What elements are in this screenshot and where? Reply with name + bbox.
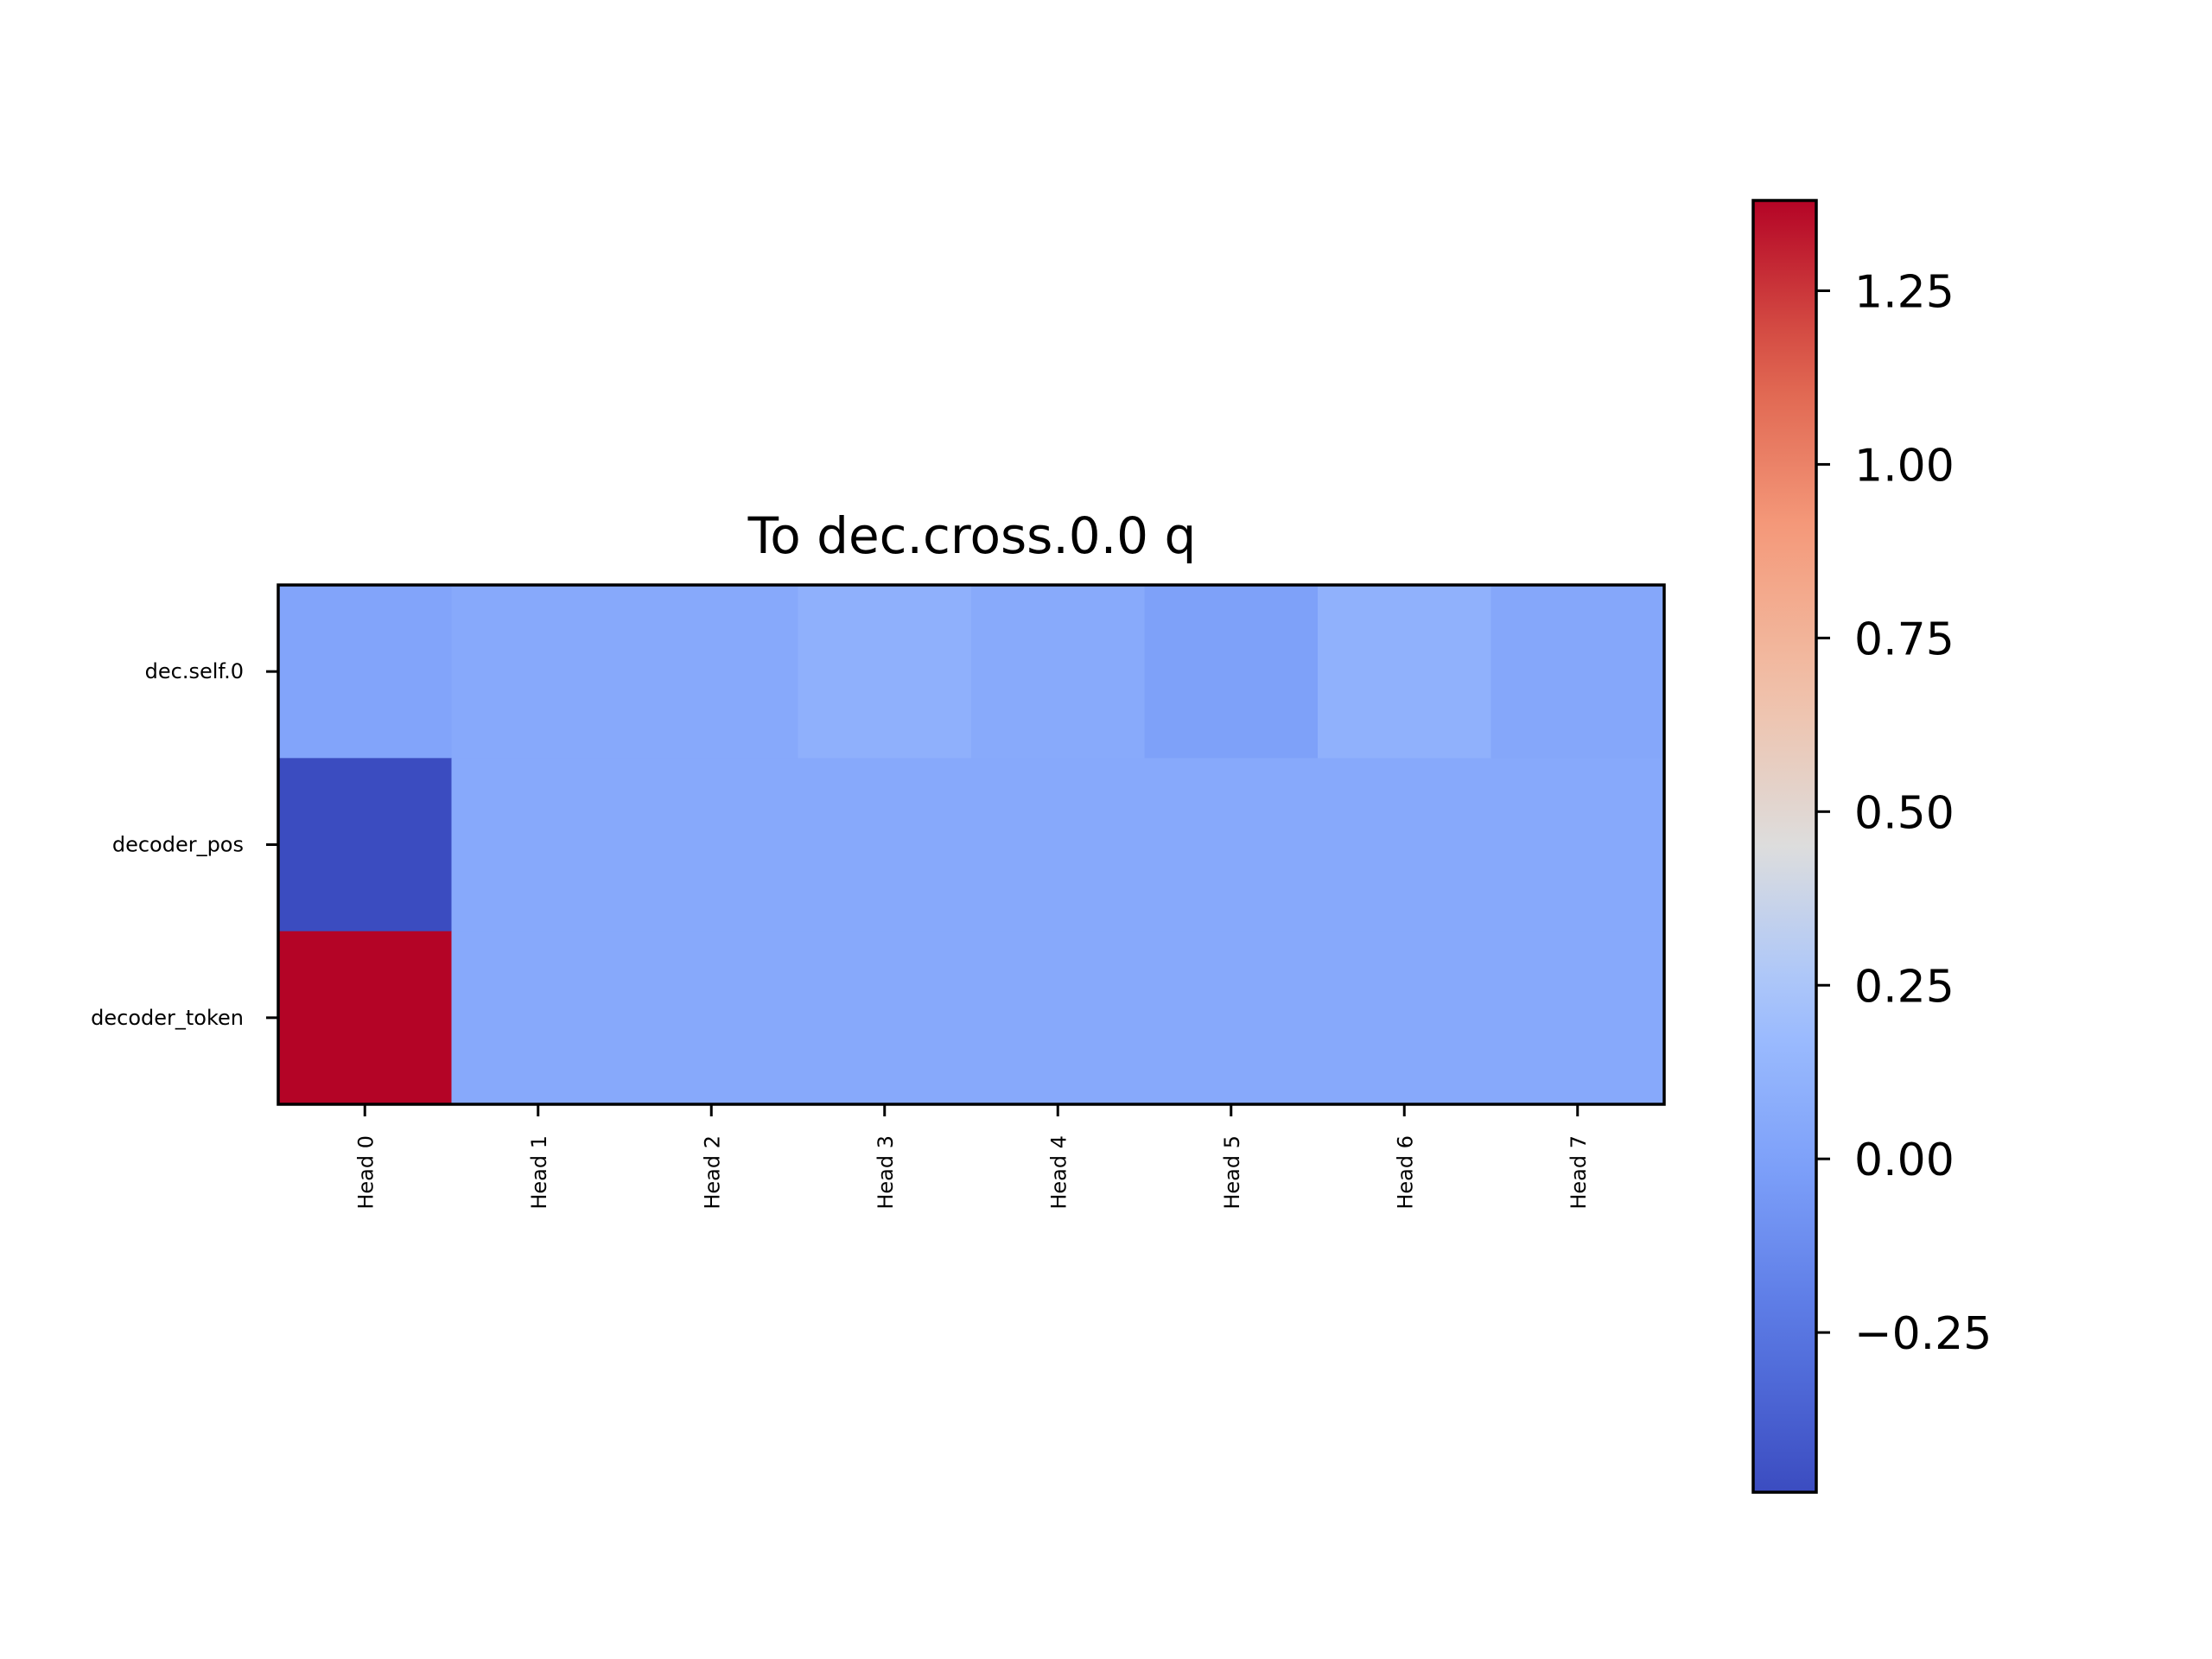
heatmap-cell-r2-c3 [798, 931, 972, 1105]
colorbar-tick-label: 1.25 [1854, 266, 1955, 318]
colorbar-tick-label: −0.25 [1854, 1308, 1992, 1360]
heatmap-cell-r1-c3 [798, 758, 972, 932]
heatmap-cells [278, 585, 1665, 1105]
heatmap-cell-r1-c0 [278, 758, 452, 932]
colorbar [1753, 200, 1816, 1492]
colorbar-tick-label: 1.00 [1854, 440, 1955, 492]
heatmap-cell-r2-c5 [1144, 931, 1319, 1105]
x-tick-label: Head 7 [1567, 1135, 1591, 1210]
heatmap-cell-r1-c2 [625, 758, 798, 932]
heatmap-cell-r2-c2 [625, 931, 798, 1105]
colorbar-frame [1751, 199, 1818, 1494]
colorbar-tick-label: 0.00 [1854, 1135, 1955, 1186]
heatmap-cell-r0-c6 [1318, 585, 1491, 759]
y-axis: dec.self.0 decoder_pos decoder_token [91, 659, 278, 1030]
heatmap-cell-r1-c1 [451, 758, 626, 932]
heatmap-cell-r0-c0 [278, 585, 452, 759]
heatmap-cell-r2-c4 [971, 931, 1145, 1105]
x-tick-label: Head 2 [700, 1135, 724, 1210]
y-tick-label: decoder_pos [112, 833, 244, 857]
heatmap-cell-r1-c5 [1144, 758, 1319, 932]
y-tick-label: dec.self.0 [145, 659, 244, 683]
chart-title: To dec.cross.0.0 q [747, 506, 1197, 565]
x-tick-label: Head 0 [353, 1135, 378, 1210]
heatmap-cell-r2-c1 [451, 931, 626, 1105]
x-tick-label: Head 1 [527, 1135, 551, 1210]
x-tick-label: Head 6 [1393, 1135, 1417, 1210]
heatmap-cell-r1-c6 [1318, 758, 1491, 932]
x-tick-label: Head 3 [874, 1135, 898, 1210]
colorbar-tick-label: 0.50 [1854, 787, 1955, 839]
x-tick-label: Head 4 [1046, 1135, 1071, 1210]
heatmap-cell-r2-c6 [1318, 931, 1491, 1105]
colorbar-tick-label: 0.25 [1854, 961, 1955, 1013]
heatmap-cell-r2-c0 [278, 931, 452, 1105]
heatmap-cell-r0-c2 [625, 585, 798, 759]
colorbar-tick-label: 0.75 [1854, 613, 1955, 665]
heatmap-cell-r0-c3 [798, 585, 972, 759]
heatmap-cell-r0-c1 [451, 585, 626, 759]
heatmap-cell-r0-c5 [1144, 585, 1319, 759]
heatmap-cell-r1-c7 [1491, 758, 1665, 932]
colorbar-ticks: −0.25 0.00 0.25 0.50 0.75 1.00 1.25 [1816, 266, 1992, 1360]
y-tick-label: decoder_token [91, 1006, 244, 1030]
heatmap-cell-r2-c7 [1491, 931, 1665, 1105]
x-axis: Head 0 Head 1 Head 2 Head 3 Head 4 Head 5 Head… [353, 1104, 1591, 1210]
x-tick-label: Head 5 [1220, 1135, 1244, 1210]
heatmap-cell-r1-c4 [971, 758, 1145, 932]
heatmap-cell-r0-c4 [971, 585, 1145, 759]
heatmap-cell-r0-c7 [1491, 585, 1665, 759]
